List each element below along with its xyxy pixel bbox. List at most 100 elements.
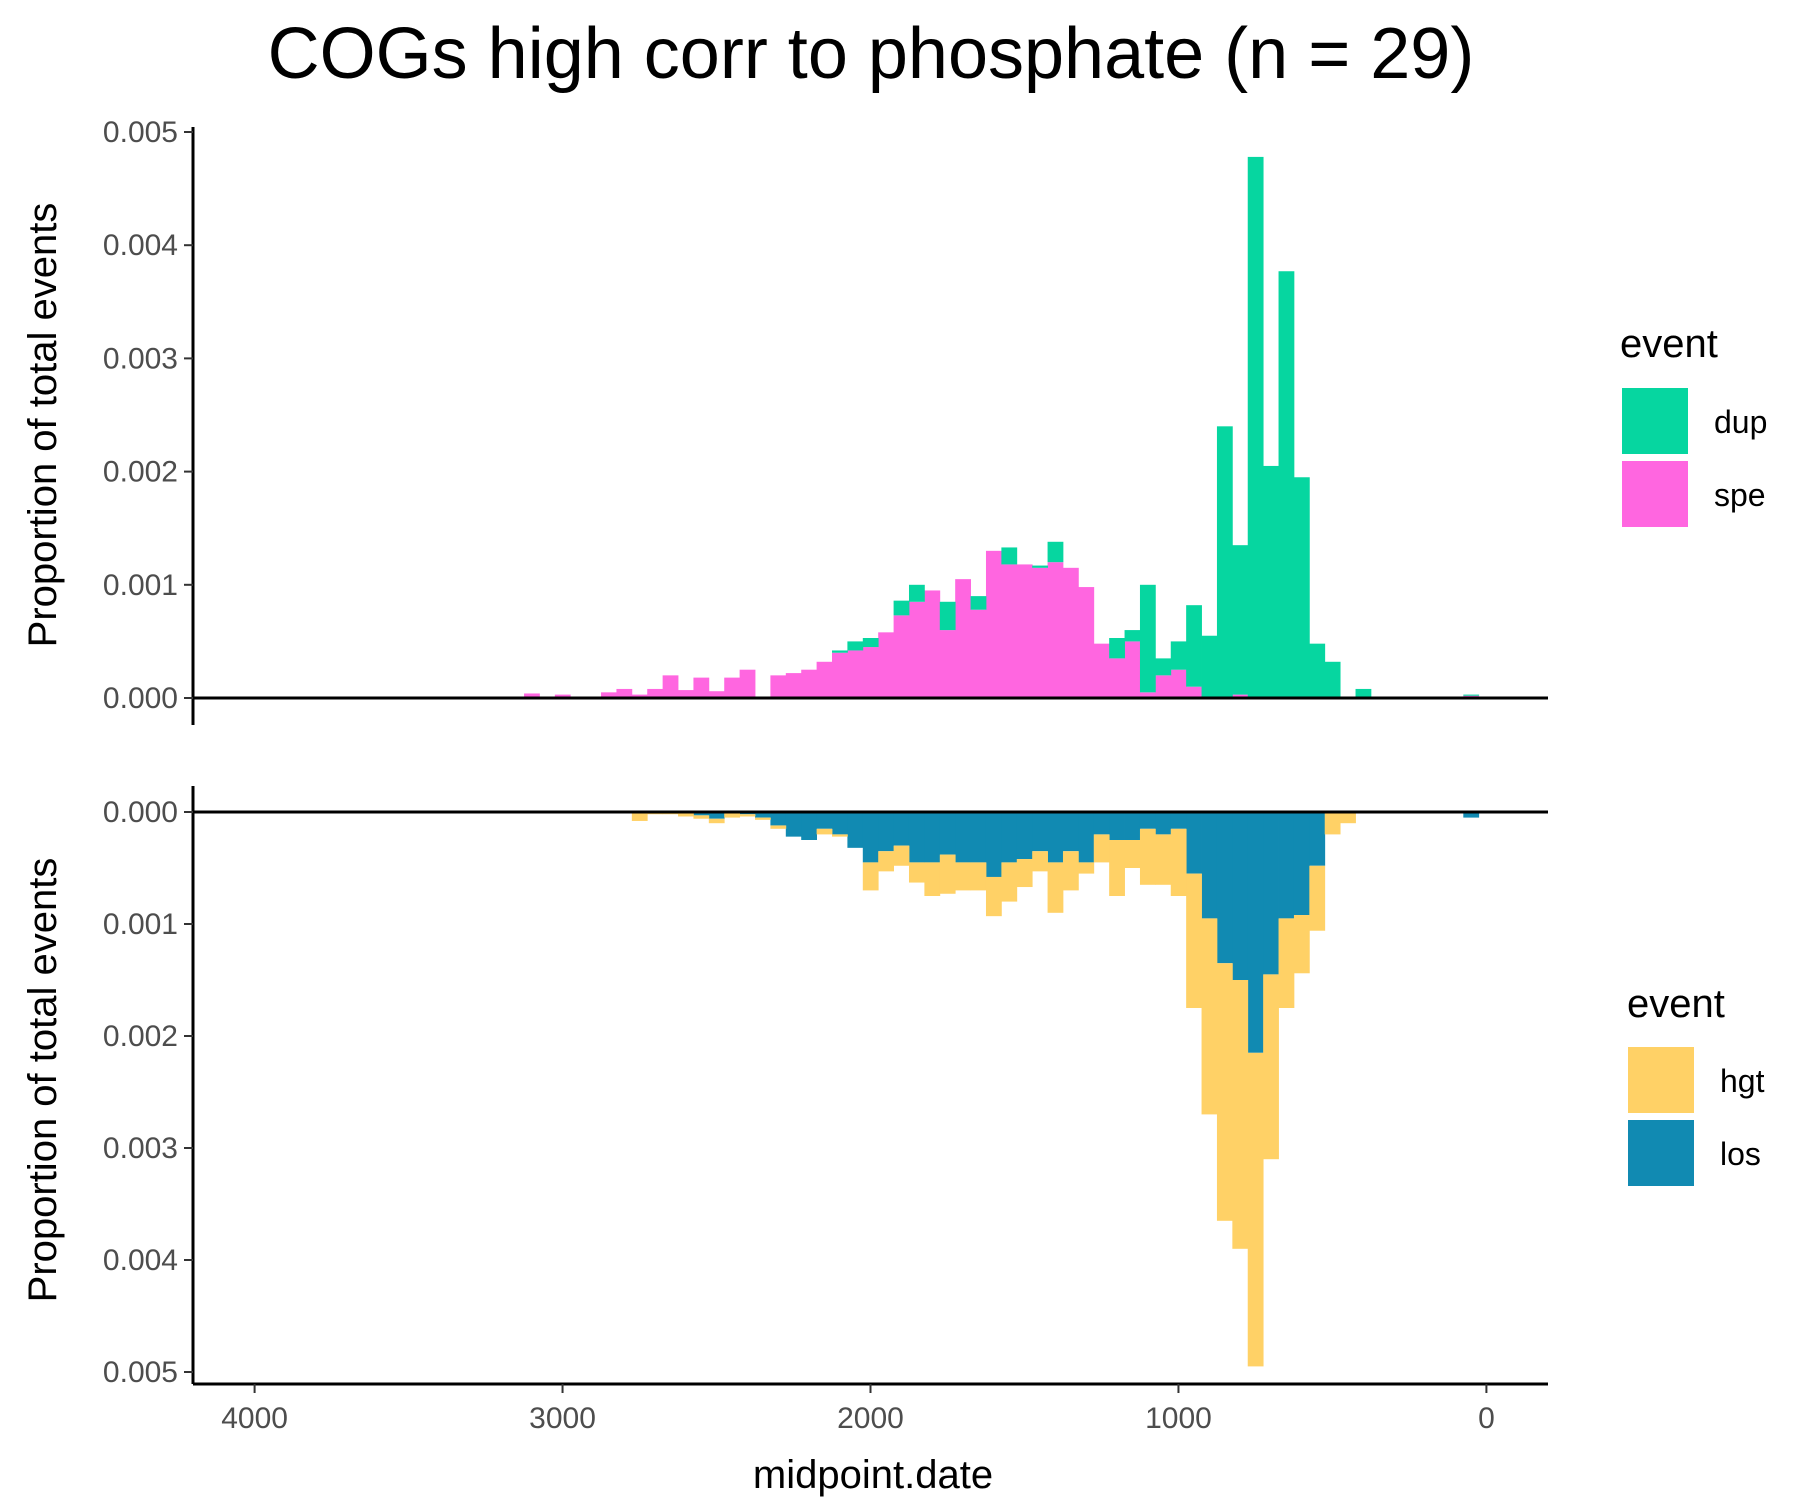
top-bar-dup-875 <box>1201 635 1218 698</box>
bottom-y-tick-label: 0.005 <box>103 1356 178 1389</box>
top-bar-spe-1425 <box>1032 567 1048 698</box>
bottom-bar-hgt-2275 <box>770 825 787 829</box>
top-bar-spe-2975 <box>554 694 571 698</box>
bottom-bar-hgt-1075 <box>1139 828 1156 885</box>
bottom-bar-hgt-1375 <box>1047 862 1064 913</box>
bottom-legend-title: event <box>1627 982 1725 1026</box>
bottom-y-axis-label: Proportion of total events <box>21 858 65 1303</box>
x-tick-label: 4000 <box>221 1402 288 1435</box>
bottom-bar-los-525 <box>1309 812 1326 866</box>
top-bar-dup-825 <box>1216 426 1233 698</box>
bottom-bar-hgt-2125 <box>816 828 833 835</box>
bottom-bar-hgt-1925 <box>878 851 894 872</box>
bottom-bar-hgt-675 <box>1263 974 1279 1160</box>
bottom-bar-los-1125 <box>1124 812 1141 840</box>
top-bar-dup-1125 <box>1124 630 1141 642</box>
top-bar-spe-1475 <box>1016 564 1033 698</box>
top-bar-dup-1975 <box>862 638 879 648</box>
x-axis-label: midpoint.date <box>753 1453 993 1497</box>
top-bar-spe-2575 <box>678 690 694 698</box>
bottom-bar-los-2325 <box>755 812 771 818</box>
top-bar-spe-2675 <box>647 688 664 698</box>
bottom-bar-los-925 <box>1186 812 1202 874</box>
bottom-bar-hgt-2725 <box>631 812 648 821</box>
top-bar-spe-2475 <box>708 691 725 698</box>
bottom-bar-los-825 <box>1216 812 1233 964</box>
top-bar-dup-525 <box>1309 643 1326 698</box>
bottom-bar-hgt-1225 <box>1093 834 1110 863</box>
top-bar-spe-1075 <box>1139 692 1156 698</box>
bottom-y-tick-label: 0.003 <box>103 1132 178 1165</box>
top-bar-dup-25 <box>1463 694 1480 696</box>
top-bar-spe-1375 <box>1047 562 1064 698</box>
top-bar-dup-925 <box>1186 605 1202 687</box>
bottom-bar-los-1425 <box>1032 812 1048 852</box>
bottom-bar-hgt-525 <box>1309 865 1326 931</box>
bottom-bar-hgt-825 <box>1216 963 1233 1221</box>
legend-label-los: los <box>1720 1136 1761 1172</box>
bottom-y-tick-label: 0.001 <box>103 908 178 941</box>
top-bar-dup-475 <box>1324 661 1341 698</box>
bottom-bar-hgt-575 <box>1293 915 1310 974</box>
bottom-bar-los-775 <box>1232 812 1249 980</box>
top-bar-spe-2425 <box>724 677 741 698</box>
bottom-bar-hgt-425 <box>1340 812 1356 824</box>
bottom-bar-hgt-1525 <box>1001 862 1018 902</box>
bottom-y-tick-label: 0.000 <box>103 796 178 829</box>
bottom-bar-hgt-725 <box>1247 1052 1264 1367</box>
top-bar-spe-1675 <box>955 579 971 698</box>
chart-title: COGs high corr to phosphate (n = 29) <box>268 14 1475 94</box>
bottom-bar-hgt-2525 <box>693 815 710 819</box>
top-bar-spe-1225 <box>1093 643 1110 698</box>
bottom-bar-hgt-2325 <box>755 817 771 820</box>
bottom-bar-los-1175 <box>1109 812 1125 840</box>
top-bar-spe-1625 <box>970 609 987 698</box>
bottom-bar-los-2025 <box>847 812 864 848</box>
legend-label-spe: spe <box>1714 477 1766 513</box>
x-tick-label: 0 <box>1478 1402 1495 1435</box>
bottom-bar-los-2125 <box>816 812 833 829</box>
top-legend: event dup spe <box>1620 322 1767 527</box>
top-bar-spe-1025 <box>1155 675 1172 698</box>
top-bar-spe-975 <box>1170 669 1187 698</box>
top-bar-spe-925 <box>1186 686 1202 698</box>
bottom-bar-hgt-2575 <box>678 812 694 817</box>
top-bar-dup-1525 <box>1001 547 1018 565</box>
bottom-bar-hgt-1125 <box>1124 840 1141 868</box>
bottom-bar-los-1525 <box>1001 812 1018 863</box>
bottom-bar-los-675 <box>1263 812 1279 975</box>
bottom-y-tick-label: 0.004 <box>103 1244 178 1277</box>
bottom-bar-hgt-1825 <box>908 862 925 883</box>
top-series-dup <box>832 156 1480 698</box>
top-bar-spe-2225 <box>785 673 802 698</box>
bottom-bar-los-1875 <box>893 812 910 846</box>
bottom-bar-hgt-1425 <box>1032 851 1048 872</box>
bottom-bar-hgt-875 <box>1201 918 1218 1115</box>
top-bar-dup-1175 <box>1109 638 1125 659</box>
top-bar-spe-2175 <box>801 669 818 698</box>
bottom-bar-los-2525 <box>693 812 710 816</box>
bottom-bar-los-1075 <box>1139 812 1156 829</box>
bottom-bar-hgt-2475 <box>708 818 725 824</box>
bottom-series-hgt <box>631 812 1356 1367</box>
bottom-bar-hgt-1475 <box>1016 859 1033 888</box>
bottom-bar-los-1725 <box>939 812 956 855</box>
bottom-bar-hgt-625 <box>1278 918 1295 1008</box>
x-tick-label: 2000 <box>837 1402 904 1435</box>
top-bar-spe-2725 <box>631 694 648 698</box>
top-bar-spe-1825 <box>908 601 925 698</box>
bottom-bar-los-1025 <box>1155 812 1172 835</box>
top-bar-spe-2125 <box>816 661 833 698</box>
bottom-bar-hgt-1325 <box>1062 851 1079 891</box>
top-bar-spe-1575 <box>985 550 1002 698</box>
bottom-bar-los-2075 <box>832 812 848 835</box>
bottom-bar-hgt-975 <box>1170 828 1187 896</box>
bottom-bar-hgt-1975 <box>862 862 879 891</box>
bottom-bar-los-1675 <box>955 812 971 863</box>
legend-swatch-spe <box>1622 461 1688 527</box>
bottom-bar-los-1475 <box>1016 812 1033 860</box>
top-bar-dup-2075 <box>832 650 848 653</box>
top-bar-dup-775 <box>1232 545 1249 695</box>
top-bar-dup-1725 <box>939 601 956 631</box>
bottom-bar-los-2225 <box>785 812 802 837</box>
